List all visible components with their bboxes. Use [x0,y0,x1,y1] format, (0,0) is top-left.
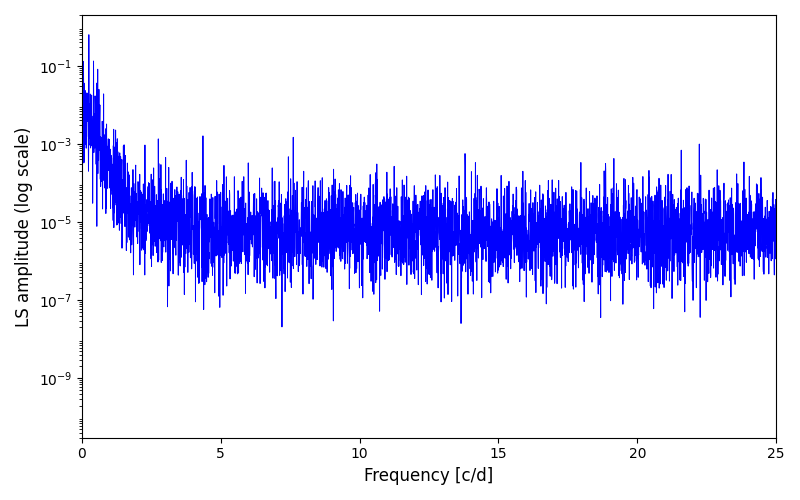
X-axis label: Frequency [c/d]: Frequency [c/d] [364,467,494,485]
Y-axis label: LS amplitude (log scale): LS amplitude (log scale) [15,126,33,326]
